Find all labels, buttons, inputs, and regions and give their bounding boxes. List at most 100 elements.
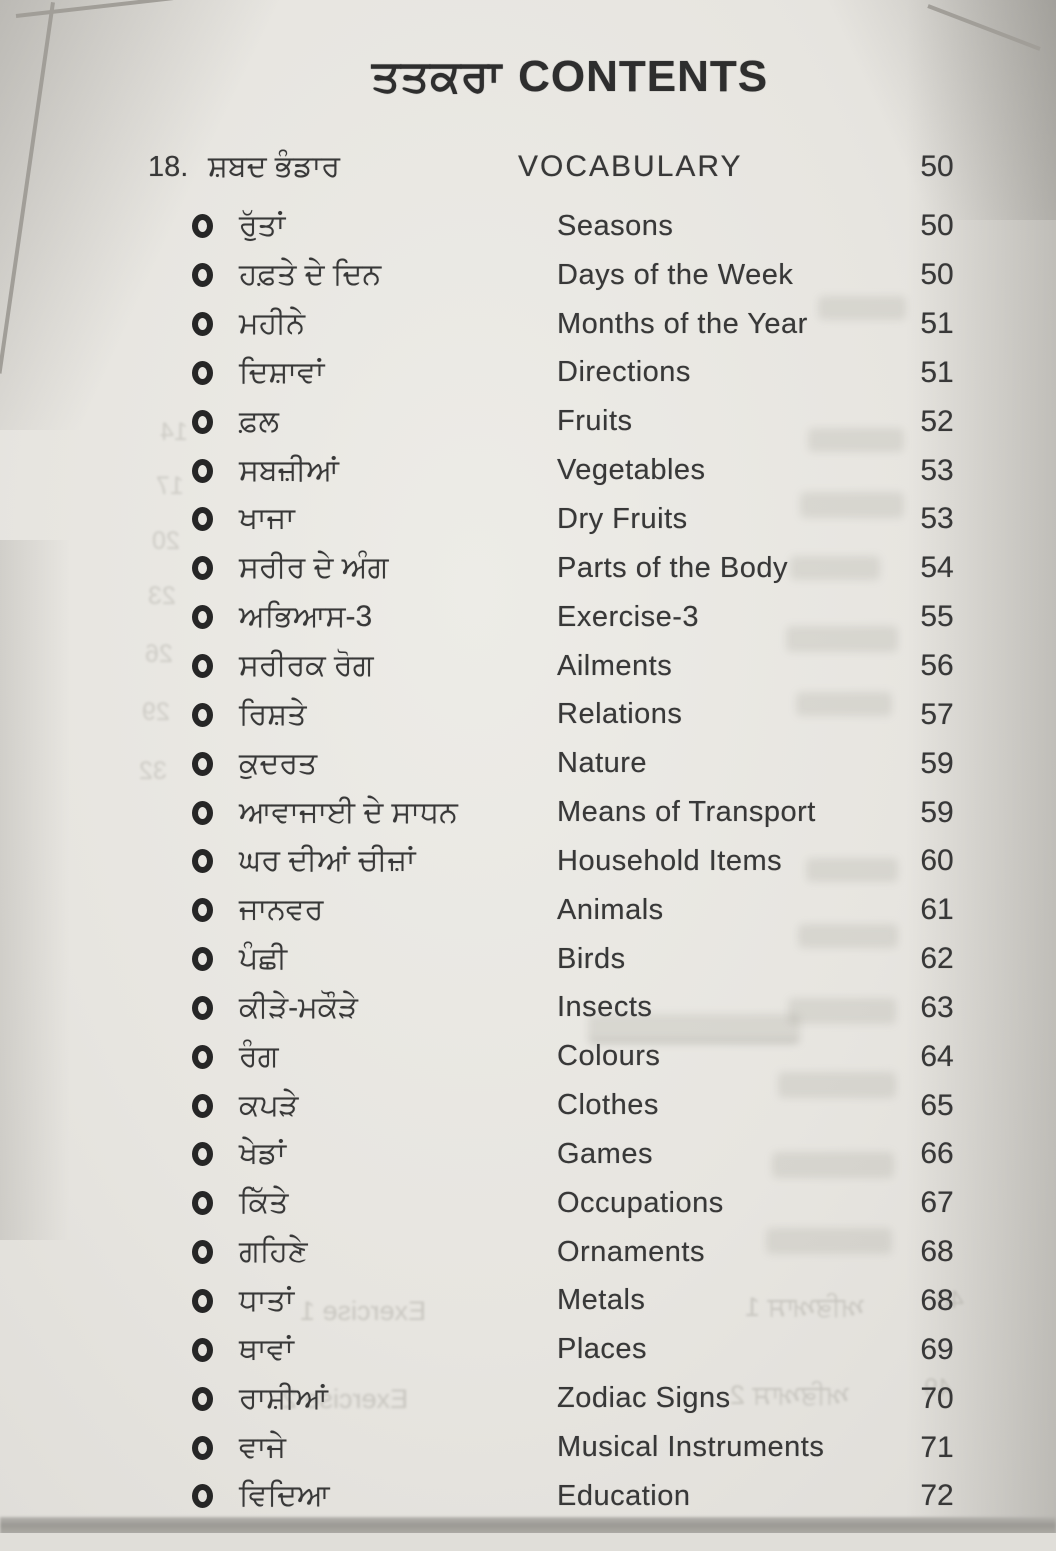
item-page-number: 72 (920, 1479, 954, 1513)
item-punjabi-label: ਸਬਜ਼ੀਆਂ (239, 453, 340, 487)
toc-row-punjabi-cell: ਜਾਨਵਰ (192, 893, 557, 927)
item-english-label: Household Items (557, 844, 783, 877)
item-english-label: Directions (557, 356, 691, 389)
toc-row: ਘਰ ਦੀਆਂ ਚੀਜ਼ਾਂ Household Items 60 (140, 837, 987, 886)
toc-row-punjabi-cell: ਫ਼ਲ (192, 405, 557, 439)
toc-row-punjabi-cell: ਕੀੜੇ-ਮਕੌੜੇ (192, 991, 557, 1025)
toc-row-punjabi-cell: ਹਫ਼ਤੇ ਦੇ ਦਿਨ (192, 258, 557, 292)
toc-section-header: 18. ਸ਼ਬਦ ਭੰਡਾਰ VOCABULARY 50 (140, 150, 987, 184)
item-english-label: Fruits (557, 405, 633, 438)
toc-row-punjabi-cell: ਥਾਵਾਂ (192, 1333, 557, 1367)
ring-bullet-icon (192, 1337, 213, 1362)
ring-bullet-icon (192, 1484, 213, 1509)
bleedthrough-smudge (588, 1014, 800, 1043)
toc-row-punjabi-cell: ਰਾਸ਼ੀਆਂ (192, 1382, 557, 1416)
ring-bullet-icon (192, 702, 213, 727)
toc-row: ਕਿੱਤੇ Occupations 67 (140, 1179, 987, 1228)
ring-bullet-icon (192, 751, 213, 776)
toc-row: ਧਾਤਾਂ Metals 68 (140, 1277, 987, 1326)
item-punjabi-label: ਖੇਡਾਂ (239, 1137, 287, 1171)
item-page-number: 62 (920, 942, 954, 976)
item-english-label: Months of the Year (557, 307, 808, 340)
toc-row-punjabi-cell: ਕੁਦਰਤ (192, 747, 557, 781)
item-page-number: 67 (920, 1186, 954, 1220)
ring-bullet-icon (192, 263, 213, 288)
toc-row: ਰੁੱਤਾਂ Seasons 50 (140, 202, 987, 251)
item-page-number: 51 (920, 307, 954, 341)
item-english-label: Colours (557, 1040, 661, 1073)
item-english-label: Musical Instruments (557, 1431, 825, 1464)
toc-row-punjabi-cell: ਖੇਡਾਂ (192, 1137, 557, 1171)
bleedthrough-smudge (798, 924, 898, 948)
item-english-label: Vegetables (557, 454, 706, 487)
item-page-number: 61 (920, 893, 954, 927)
toc-row: ਸਰੀਰਕ ਰੋਗ Ailments 56 (140, 642, 987, 691)
section-title-english: VOCABULARY (518, 150, 743, 183)
toc-row: ਵਿਦਿਆ Education 72 (140, 1472, 987, 1521)
item-english-label: Metals (557, 1284, 646, 1317)
ring-bullet-icon (192, 556, 213, 581)
ring-bullet-icon (192, 507, 213, 532)
toc-rows: ਰੁੱਤਾਂ Seasons 50 ਹਫ਼ਤੇ ਦੇ ਦਿਨ Days of t… (140, 202, 987, 1521)
toc-row-punjabi-cell: ਪੰਛੀ (192, 942, 557, 976)
item-punjabi-label: ਹਫ਼ਤੇ ਦੇ ਦਿਨ (239, 258, 382, 292)
toc-row: ਕਪੜੇ Clothes 65 (140, 1081, 987, 1130)
item-page-number: 69 (920, 1332, 954, 1366)
bleedthrough-smudge (786, 626, 898, 652)
toc-row: ਸਬਜ਼ੀਆਂ Vegetables 53 (140, 446, 987, 495)
item-page-number: 59 (920, 746, 954, 780)
bleedthrough-smudge (766, 1228, 892, 1254)
bleedthrough-smudge (818, 296, 906, 320)
item-page-number: 56 (920, 649, 954, 683)
toc-row: ਪੰਛੀ Birds 62 (140, 935, 987, 984)
item-page-number: 64 (920, 1039, 954, 1073)
item-english-label: Animals (557, 893, 664, 926)
toc-row-punjabi-cell: ਗਹਿਣੇ (192, 1235, 557, 1269)
item-english-label: Clothes (557, 1089, 659, 1122)
ring-bullet-icon (192, 605, 213, 630)
item-page-number: 55 (920, 600, 954, 634)
item-english-label: Ailments (557, 649, 673, 682)
item-punjabi-label: ਕਿੱਤੇ (239, 1186, 289, 1220)
photo-shading-left (0, 540, 70, 1240)
item-english-label: Education (557, 1479, 691, 1512)
item-page-number: 52 (920, 404, 954, 438)
toc-row: ਰਿਸ਼ਤੇ Relations 57 (140, 690, 987, 739)
item-punjabi-label: ਆਵਾਜਾਈ ਦੇ ਸਾਧਨ (239, 795, 458, 829)
item-punjabi-label: ਪੰਛੀ (239, 942, 288, 976)
page-title-punjabi: ਤਤਕਰਾ (371, 52, 503, 101)
section-number: 18. (148, 150, 189, 183)
toc-row-punjabi-cell: ਵਿਦਿਆ (192, 1479, 557, 1513)
item-punjabi-label: ਅਭਿਆਸ-3 (239, 600, 373, 634)
ring-bullet-icon (192, 1386, 213, 1411)
bleedthrough-smudge (796, 692, 892, 716)
section-page-number: 50 (920, 150, 954, 183)
item-page-number: 65 (920, 1088, 954, 1122)
ring-bullet-icon (192, 1191, 213, 1216)
ring-bullet-icon (192, 312, 213, 337)
item-punjabi-label: ਰੰਗ (239, 1039, 279, 1073)
ring-bullet-icon (192, 1044, 213, 1069)
item-punjabi-label: ਰਾਸ਼ੀਆਂ (239, 1381, 328, 1415)
toc-row: ਖਾਜਾ Dry Fruits 53 (140, 495, 987, 544)
toc-row: ਅਭਿਆਸ-3 Exercise-3 55 (140, 593, 987, 642)
toc-row: ਮਹੀਨੇ Months of the Year 51 (140, 300, 987, 349)
item-punjabi-label: ਵਿਦਿਆ (239, 1479, 330, 1513)
item-page-number: 59 (920, 795, 954, 829)
surface-below-page (0, 1533, 1056, 1551)
item-page-number: 54 (920, 551, 954, 585)
toc-row-punjabi-cell: ਸਰੀਰ ਦੇ ਅੰਗ (192, 551, 557, 585)
item-english-label: Parts of the Body (557, 551, 788, 584)
item-english-label: Nature (557, 747, 648, 780)
item-punjabi-label: ਕਪੜੇ (239, 1088, 299, 1122)
item-page-number: 70 (920, 1381, 954, 1415)
item-punjabi-label: ਕੁਦਰਤ (239, 746, 318, 780)
toc-row: ਗਹਿਣੇ Ornaments 68 (140, 1228, 987, 1277)
table-of-contents: ਤਤਕਰਾ CONTENTS 18. ਸ਼ਬਦ ਭੰਡਾਰ VOCABULARY … (140, 52, 1000, 1512)
toc-row-punjabi-cell: ਖਾਜਾ (192, 502, 557, 536)
page-bottom-edge-band (0, 1517, 1056, 1535)
toc-row-punjabi-cell: ਮਹੀਨੇ (192, 307, 557, 341)
item-page-number: 51 (920, 355, 954, 389)
item-punjabi-label: ਦਿਸ਼ਾਵਾਂ (239, 355, 325, 389)
item-page-number: 53 (920, 502, 954, 536)
